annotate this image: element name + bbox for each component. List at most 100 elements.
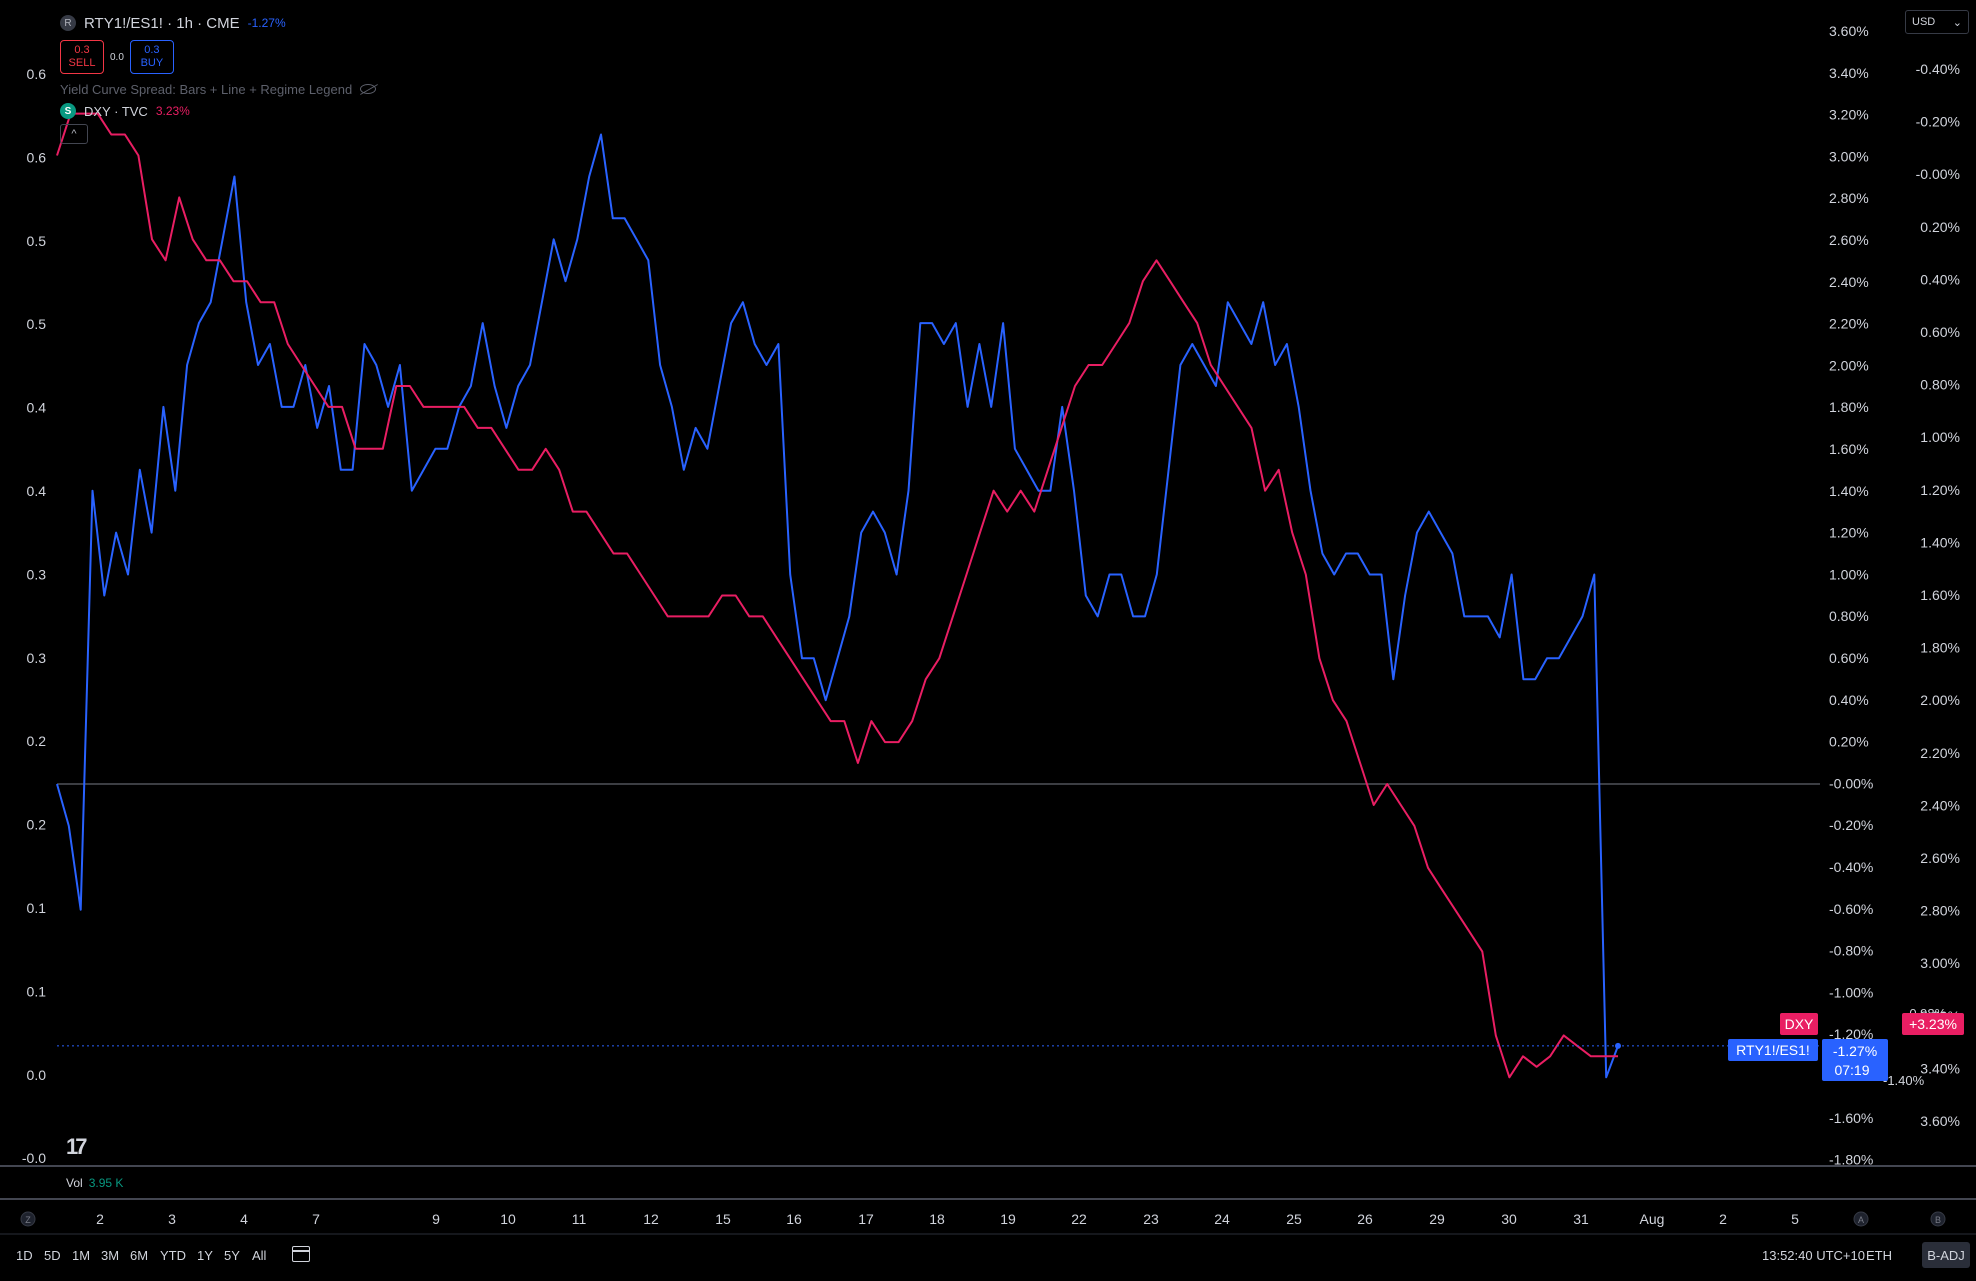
range-6m[interactable]: 6M	[130, 1248, 149, 1263]
axis-option-button[interactable]	[1930, 1211, 1946, 1227]
symbol-title[interactable]: RTY1!/ES1! · 1h · CME	[84, 14, 240, 32]
right-axis-tick: 0.40%	[1829, 692, 1869, 708]
dxy-price-tag: DXY	[1785, 1016, 1814, 1032]
range-5d[interactable]: 5D	[44, 1248, 61, 1263]
series-line-ratio	[56, 133, 1619, 1079]
x-axis-tick: 24	[1214, 1211, 1230, 1227]
sell-button[interactable]: 0.3 SELL	[60, 40, 104, 74]
session-toggle[interactable]: ETH	[1866, 1248, 1892, 1263]
x-axis-tick: 2	[1719, 1211, 1727, 1227]
x-axis-tick: 31	[1573, 1211, 1589, 1227]
outer-axis-tick: 1.40%	[1920, 534, 1960, 550]
buy-button[interactable]: 0.3 BUY	[129, 40, 174, 74]
outer-axis-tick: 1.00%	[1920, 429, 1960, 445]
outer-axis-tick: 2.40%	[1920, 797, 1960, 813]
right-axis-tick: 2.00%	[1829, 357, 1869, 373]
x-axis-tick: 25	[1286, 1211, 1302, 1227]
currency-select[interactable]: USD ⌄	[1905, 10, 1969, 34]
outer-axis-tick: -0.00%	[1916, 166, 1960, 182]
x-axis-tick: 9	[432, 1211, 440, 1227]
left-axis-tick: 0.6	[27, 66, 47, 82]
right-axis-tick: 0.60%	[1829, 650, 1869, 666]
right-axis-tick: -0.60%	[1829, 901, 1873, 917]
outer-axis-tick: 3.60%	[1920, 1113, 1960, 1129]
bar-countdown: 07:19	[1834, 1062, 1869, 1078]
right-axis-tick: 0.80%	[1829, 608, 1869, 624]
x-axis-tick: 2	[96, 1211, 104, 1227]
clock[interactable]: 13:52:40 UTC+10	[1762, 1248, 1865, 1263]
outer-axis-tick: 2.20%	[1920, 745, 1960, 761]
outer-axis-tick: 1.80%	[1920, 640, 1960, 656]
axis-option-button[interactable]	[20, 1211, 36, 1227]
spread-value: 0.0	[110, 51, 124, 63]
outer-axis-tick: 1.60%	[1920, 587, 1960, 603]
outer-axis-tick: 0.60%	[1920, 324, 1960, 340]
x-axis-tick: 7	[312, 1211, 320, 1227]
left-axis-tick: 0.6	[27, 149, 47, 165]
last-price-dot	[1615, 1042, 1621, 1049]
sell-price: 0.3	[74, 44, 90, 56]
left-axis-tick: -0.0	[22, 1150, 46, 1166]
chevron-down-icon: ⌄	[1952, 16, 1962, 29]
tradingview-logo-icon[interactable]: 17	[66, 1134, 88, 1159]
left-axis-tick: 0.3	[27, 566, 47, 582]
hidden-eye-icon[interactable]	[360, 84, 377, 94]
indicator-name[interactable]: Yield Curve Spread: Bars + Line + Regime…	[60, 81, 353, 97]
outer-axis-tick: 2.80%	[1920, 903, 1960, 919]
volume-label: Vol	[66, 1176, 83, 1190]
x-axis-tick: 26	[1357, 1211, 1373, 1227]
x-axis-tick: 5	[1791, 1211, 1799, 1227]
range-1y[interactable]: 1Y	[197, 1248, 213, 1263]
left-axis-tick: 0.4	[27, 400, 47, 416]
outer-axis-tick: 0.20%	[1920, 219, 1960, 235]
compare-title[interactable]: DXY · TVC	[84, 103, 148, 119]
calendar-icon[interactable]	[292, 1246, 310, 1262]
dxy-price-tag-bg	[1780, 1013, 1818, 1035]
x-axis-tick: 11	[572, 1211, 587, 1227]
right-axis-tick: 2.40%	[1829, 274, 1869, 290]
range-3m[interactable]: 3M	[101, 1248, 120, 1263]
x-axis-tick: 15	[715, 1211, 731, 1227]
x-axis-tick: 18	[929, 1211, 945, 1227]
sell-label: SELL	[68, 57, 96, 69]
right-axis-tick: -1.80%	[1829, 1152, 1873, 1168]
left-axis-tick: 0.2	[27, 733, 47, 749]
buy-price: 0.3	[144, 44, 160, 56]
outer-axis-tick: 2.00%	[1920, 692, 1960, 708]
range-ytd[interactable]: YTD	[160, 1248, 186, 1263]
outer-axis-tick: 3.00%	[1920, 955, 1960, 971]
range-5y[interactable]: 5Y	[224, 1248, 240, 1263]
left-axis-tick: 0.1	[27, 900, 47, 916]
collapse-legend-button[interactable]: ^	[60, 124, 88, 144]
x-axis-tick: 10	[500, 1211, 516, 1227]
adjust-toggle[interactable]: B-ADJ	[1922, 1242, 1970, 1268]
x-axis-tick: Aug	[1640, 1211, 1665, 1227]
right-axis-tick: 2.80%	[1829, 190, 1869, 206]
outer-axis-tick: 0.40%	[1920, 271, 1960, 287]
outer-axis-tick: 0.80%	[1920, 377, 1960, 393]
axis-option-button[interactable]	[1853, 1211, 1869, 1227]
range-1m[interactable]: 1M	[72, 1248, 91, 1263]
x-axis-tick: 16	[786, 1211, 802, 1227]
ratio-price-tag: RTY1!/ES1!	[1736, 1042, 1810, 1058]
outer-axis-tick: 1.20%	[1920, 482, 1960, 498]
right-axis-tick: 3.20%	[1829, 107, 1869, 123]
left-axis-tick: 0.5	[27, 233, 47, 249]
range-1d[interactable]: 1D	[16, 1248, 33, 1263]
left-axis-tick: 0.3	[27, 650, 47, 666]
outer-axis-tick: -0.20%	[1916, 114, 1960, 130]
x-axis-tick: 22	[1071, 1211, 1087, 1227]
right-axis-tick: 3.00%	[1829, 148, 1869, 164]
compare-change: 3.23%	[155, 104, 190, 118]
x-axis-tick: 30	[1501, 1211, 1517, 1227]
currency-label: USD	[1912, 16, 1936, 28]
left-axis-tick: 0.0	[27, 1067, 47, 1083]
chart-legend: R RTY1!/ES1! · 1h · CME -1.27% 0.3 SELL …	[60, 12, 377, 144]
outer-axis-tick: 2.60%	[1920, 850, 1960, 866]
left-axis-tick: 0.5	[27, 316, 47, 332]
right-axis-tick: -0.00%	[1829, 775, 1873, 791]
right-axis-tick: 0.20%	[1829, 734, 1869, 750]
right-axis-tick: -1.20%	[1829, 1026, 1873, 1042]
range-all[interactable]: All	[252, 1248, 267, 1263]
